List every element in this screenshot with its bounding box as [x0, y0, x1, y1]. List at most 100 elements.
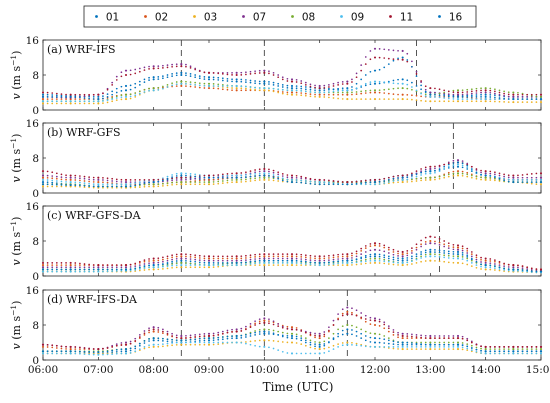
data-dot	[309, 263, 312, 266]
data-dot	[286, 257, 289, 260]
data-dot	[88, 95, 90, 98]
data-point	[152, 257, 155, 260]
data-dot	[157, 339, 160, 342]
data-dot	[494, 265, 496, 268]
data-dot	[79, 96, 81, 99]
y-tick-label: 0	[32, 355, 39, 367]
data-dot	[452, 246, 455, 248]
data-dot	[272, 87, 275, 90]
data-dot	[494, 259, 496, 261]
data-dot	[309, 83, 312, 86]
data-dot	[475, 264, 478, 266]
data-dot	[120, 268, 123, 271]
data-point	[373, 253, 377, 256]
legend-label-11: 11	[400, 11, 413, 23]
data-dot	[489, 172, 492, 175]
data-dot	[88, 263, 90, 266]
data-point	[263, 82, 266, 85]
data-dot	[406, 343, 409, 346]
data-dot	[406, 83, 409, 86]
data-dot	[212, 85, 215, 87]
data-dot	[494, 92, 496, 95]
data-dot	[162, 260, 164, 263]
data-dot	[148, 260, 150, 262]
data-dot	[171, 335, 173, 337]
data-dot	[65, 96, 67, 98]
data-dot	[55, 185, 58, 188]
data-dot	[517, 91, 519, 94]
data-dot	[134, 340, 137, 342]
data-dot	[175, 72, 178, 74]
data-dot	[387, 81, 390, 84]
data-point	[373, 69, 377, 72]
data-dot	[337, 253, 339, 256]
data-dot	[466, 252, 469, 254]
data-dot	[79, 179, 81, 182]
data-dot	[51, 175, 54, 177]
data-dot	[194, 266, 197, 269]
data-dot	[378, 180, 381, 183]
data-dot	[378, 178, 381, 181]
data-dot	[51, 344, 54, 347]
data-point	[97, 102, 100, 105]
data-dot	[55, 262, 58, 264]
data-dot	[143, 263, 146, 265]
data-dot	[203, 339, 206, 342]
data-point	[429, 345, 432, 348]
data-dot	[447, 163, 450, 166]
data-dot	[355, 91, 358, 93]
legend-label-03: 03	[204, 11, 217, 23]
data-dot	[189, 334, 192, 337]
legend-item-01: 01	[95, 11, 119, 23]
data-dot	[162, 75, 164, 77]
data-dot	[364, 330, 367, 333]
data-dot	[295, 328, 298, 331]
data-dot	[203, 261, 206, 264]
data-dot	[498, 269, 501, 272]
data-point	[484, 98, 487, 101]
data-dot	[351, 343, 353, 346]
data-dot	[106, 99, 109, 102]
data-point	[456, 161, 460, 164]
data-dot	[83, 268, 86, 271]
y-tick-label: 8	[32, 70, 39, 82]
data-dot	[521, 176, 524, 179]
data-dot	[443, 174, 446, 177]
data-dot	[157, 178, 160, 181]
data-point	[263, 89, 266, 92]
data-point	[152, 181, 155, 184]
data-point	[373, 345, 377, 348]
data-dot	[383, 321, 386, 324]
data-point	[456, 345, 460, 348]
data-dot	[300, 94, 303, 97]
data-dot	[466, 256, 469, 258]
data-point	[373, 319, 377, 322]
data-dot	[364, 82, 367, 85]
data-dot	[341, 89, 344, 92]
data-dot	[74, 185, 77, 188]
data-dot	[157, 337, 160, 340]
data-dot	[521, 269, 524, 271]
data-dot	[452, 253, 455, 255]
data-dot	[351, 98, 353, 100]
data-dot	[277, 180, 280, 182]
data-point	[207, 71, 211, 74]
data-dot	[300, 85, 303, 88]
data-dot	[332, 256, 335, 259]
data-dot	[494, 350, 496, 353]
data-dot	[162, 67, 164, 69]
data-dot	[360, 344, 363, 347]
data-dot	[175, 343, 178, 346]
data-dot	[369, 319, 372, 322]
data-point	[401, 78, 404, 81]
data-dot	[162, 268, 164, 270]
data-dot	[434, 91, 436, 94]
data-dot	[314, 343, 316, 345]
data-dot	[277, 264, 280, 266]
data-dot	[323, 259, 326, 262]
data-dot	[424, 91, 427, 94]
data-dot	[461, 93, 464, 96]
data-dot	[157, 185, 160, 188]
data-dot	[328, 88, 330, 91]
